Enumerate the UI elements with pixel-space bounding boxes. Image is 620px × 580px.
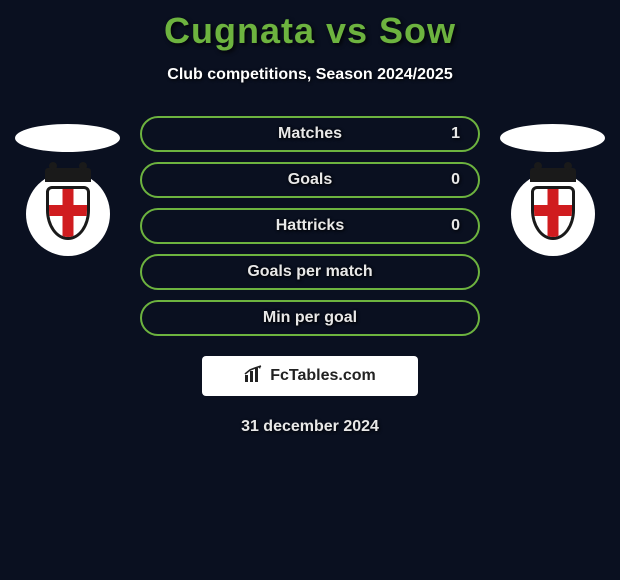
stat-row-goals: Goals 0	[140, 162, 480, 198]
stat-row-min-per-goal: Min per goal	[140, 300, 480, 336]
left-player-column	[15, 116, 120, 256]
source-logo: FcTables.com	[202, 356, 418, 396]
stat-label: Hattricks	[276, 217, 344, 235]
stat-value: 0	[451, 171, 460, 189]
stat-label: Goals per match	[247, 263, 372, 281]
stat-row-goals-per-match: Goals per match	[140, 254, 480, 290]
left-club-badge	[18, 172, 118, 256]
stat-value: 1	[451, 125, 460, 143]
stat-label: Goals	[288, 171, 332, 189]
stat-value: 0	[451, 217, 460, 235]
right-club-badge	[503, 172, 603, 256]
left-player-ellipse	[15, 124, 120, 152]
logo-text: FcTables.com	[270, 367, 376, 385]
stats-panel: Matches 1 Goals 0 Hattricks 0 Goals per …	[140, 116, 480, 336]
right-player-ellipse	[500, 124, 605, 152]
date-line: 31 december 2024	[0, 418, 620, 436]
stat-label: Min per goal	[263, 309, 357, 327]
page-title: Cugnata vs Sow	[0, 10, 620, 52]
right-player-column	[500, 116, 605, 256]
stat-row-hattricks: Hattricks 0	[140, 208, 480, 244]
season-subtitle: Club competitions, Season 2024/2025	[0, 66, 620, 84]
stat-label: Matches	[278, 125, 342, 143]
chart-icon	[244, 365, 264, 388]
stat-row-matches: Matches 1	[140, 116, 480, 152]
